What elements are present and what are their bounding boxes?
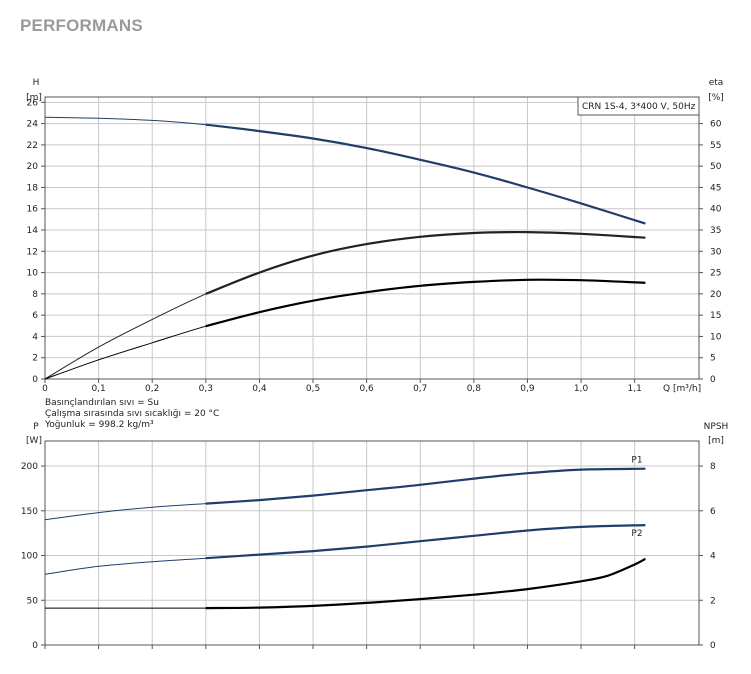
x-tick-label: 0,4 (252, 384, 267, 394)
y-right-tick-label: 20 (710, 290, 722, 300)
y-left-tick-label: 0 (32, 375, 38, 385)
p1-curve-operating-range (205, 467, 646, 505)
p1-curve (44, 468, 646, 521)
y-left-tick-label: 18 (27, 183, 39, 193)
series-0-1-curve (44, 231, 646, 380)
series-label-p2: P2 (631, 529, 642, 539)
y-left-tick-label: 24 (27, 120, 39, 130)
y-left-tick-label: 8 (32, 290, 38, 300)
y-left-tick-label: 12 (27, 247, 38, 257)
y-left-tick-label: 26 (27, 98, 39, 108)
series-1-2-curve-operating-range (205, 557, 646, 610)
fluid-note: Basınçlandırılan sıvı = Su (45, 398, 159, 408)
x-tick-label: 0,5 (306, 384, 320, 394)
y-right-tick-label: 0 (710, 641, 716, 651)
plot-frame (44, 440, 700, 646)
series-label-p1: P1 (631, 456, 642, 466)
y-left-tick-label: 10 (27, 269, 39, 279)
y-right-tick-label: 4 (710, 552, 716, 562)
p2-curve-operating-range (205, 524, 646, 560)
plot-frame (44, 96, 700, 380)
y-right-tick-label: 35 (710, 226, 721, 236)
page-title: PERFORMANS (20, 16, 143, 35)
fluid-note: Çalışma sırasında sıvı sıcaklığı = 20 °C (45, 409, 219, 419)
x-tick-label: 1,0 (574, 384, 589, 394)
x-tick-label: 1,1 (628, 384, 642, 394)
y-right-tick-label: 10 (710, 332, 722, 342)
y-right-axis-unit: [%] (708, 93, 724, 103)
x-tick-label: 0,8 (467, 384, 482, 394)
y-left-tick-label: 0 (32, 641, 38, 651)
y-left-axis-label: P (33, 422, 39, 432)
y-left-tick-label: 22 (27, 141, 38, 151)
y-right-tick-label: 8 (710, 462, 716, 472)
y-left-tick-label: 20 (27, 162, 39, 172)
y-left-tick-label: 16 (27, 205, 39, 215)
x-tick-label: 0 (42, 384, 48, 394)
y-right-tick-label: 6 (710, 507, 716, 517)
y-left-tick-label: 200 (21, 462, 38, 472)
y-left-axis-unit: [W] (26, 436, 42, 446)
y-right-axis-label: NPSH (704, 422, 729, 432)
y-right-tick-label: 40 (710, 205, 722, 215)
x-tick-label: 0,9 (520, 384, 535, 394)
legend-box (577, 96, 700, 116)
y-right-tick-label: 60 (710, 120, 722, 130)
x-tick-label: 0,6 (359, 384, 374, 394)
y-left-tick-label: 100 (21, 552, 38, 562)
legend-box-label: CRN 1S-4, 3*400 V, 50Hz (582, 102, 696, 112)
y-left-axis-unit: [m] (26, 93, 42, 103)
y-left-tick-label: 50 (27, 596, 39, 606)
y-right-tick-label: 25 (710, 269, 721, 279)
y-left-tick-label: 14 (27, 226, 39, 236)
y-right-tick-label: 2 (710, 596, 716, 606)
series-0-0-curve (44, 116, 646, 225)
series-0-1-curve-operating-range (205, 230, 646, 295)
y-left-tick-label: 4 (32, 332, 38, 342)
y-right-tick-label: 0 (710, 375, 716, 385)
x-tick-label: 0,3 (199, 384, 213, 394)
x-tick-label: 0,2 (145, 384, 159, 394)
y-right-tick-label: 15 (710, 311, 721, 321)
x-axis-label: Q [m³/h] (663, 384, 701, 394)
x-tick-label: 0,1 (91, 384, 105, 394)
x-tick-label: 0,7 (413, 384, 427, 394)
y-right-tick-label: 45 (710, 183, 721, 193)
series-0-2-curve-operating-range (205, 278, 646, 328)
y-left-axis-label: H (33, 78, 40, 88)
y-right-tick-label: 55 (710, 141, 721, 151)
y-left-tick-label: 2 (32, 354, 38, 364)
fluid-note: Yoğunluk = 998.2 kg/m³ (44, 420, 154, 430)
y-right-axis-unit: [m] (708, 436, 724, 446)
y-right-tick-label: 30 (710, 247, 722, 257)
series-0-0-curve-operating-range (205, 123, 646, 225)
y-right-tick-label: 50 (710, 162, 722, 172)
y-left-tick-label: 150 (21, 507, 38, 517)
p2-curve (44, 524, 646, 575)
y-left-tick-label: 6 (32, 311, 38, 321)
y-right-tick-label: 5 (710, 354, 716, 364)
y-right-axis-label: eta (709, 78, 724, 88)
